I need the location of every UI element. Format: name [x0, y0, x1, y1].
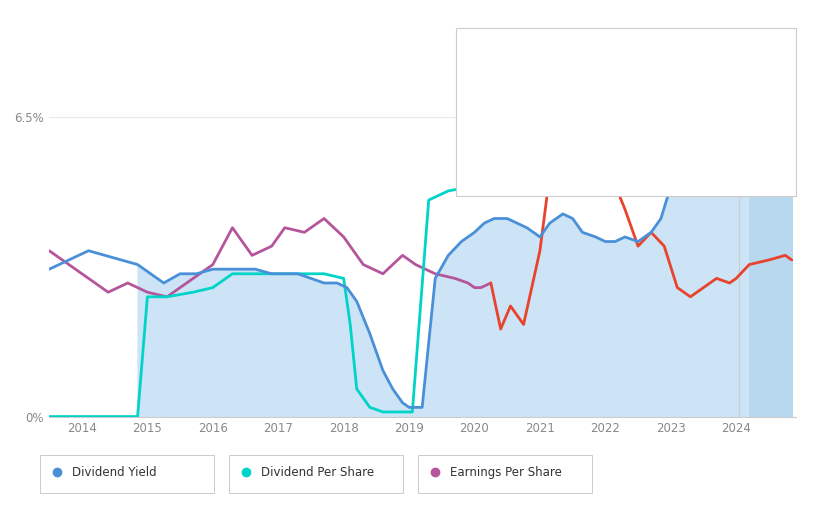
FancyBboxPatch shape — [418, 455, 592, 493]
Text: Dividend Yield: Dividend Yield — [72, 466, 157, 479]
Text: 5.8%: 5.8% — [626, 84, 659, 98]
Text: Earnings Per Share: Earnings Per Share — [450, 466, 562, 479]
Text: /yr: /yr — [674, 84, 690, 98]
Text: Dividend Yield: Dividend Yield — [473, 84, 557, 98]
FancyBboxPatch shape — [456, 28, 796, 196]
Text: /yr: /yr — [698, 126, 713, 139]
FancyBboxPatch shape — [229, 455, 403, 493]
Text: No data: No data — [626, 168, 672, 181]
Text: Oct 13 2024: Oct 13 2024 — [473, 42, 557, 55]
Text: Dividend Per Share: Dividend Per Share — [261, 466, 374, 479]
Text: Dividend Per Share: Dividend Per Share — [473, 126, 586, 139]
FancyBboxPatch shape — [40, 455, 214, 493]
Text: kr7.000: kr7.000 — [626, 126, 677, 139]
Text: Earnings Per Share: Earnings Per Share — [473, 168, 585, 181]
Text: Past: Past — [746, 117, 771, 131]
